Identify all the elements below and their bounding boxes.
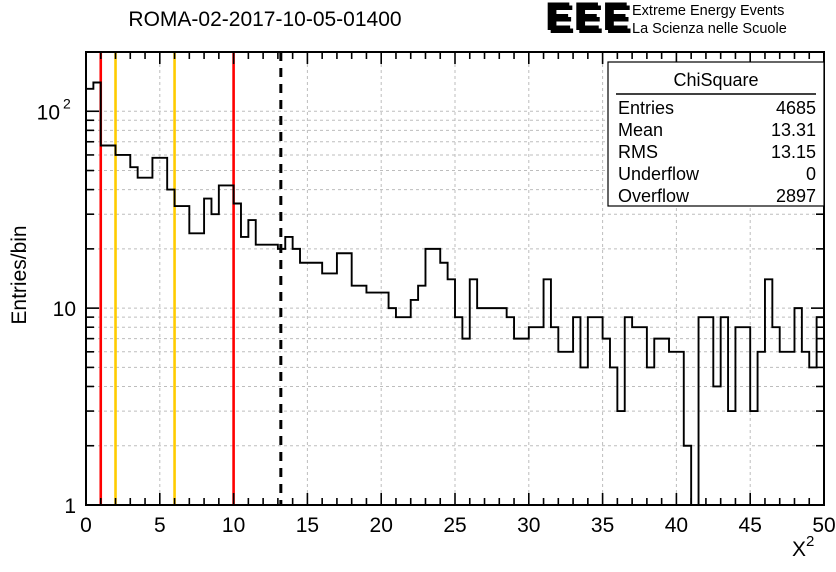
stats-box: ChiSquare Entries 4685 Mean 13.31 RMS 13.15 Un…: [607, 61, 825, 207]
stats-row-name: RMS: [618, 142, 658, 162]
x-tick-label: 15: [296, 514, 319, 537]
page-title: ROMA-02-2017-10-05-01400: [128, 8, 401, 31]
x-tick-label: 10: [222, 514, 245, 537]
stats-row-value: 0: [806, 164, 816, 184]
x-tick-label: 25: [443, 514, 466, 537]
stats-row-name: Underflow: [618, 164, 700, 184]
y-tick-label: 10: [53, 298, 76, 321]
x-axis-ticks: 0 5 10 15 20 25 30 35 40 45 50: [80, 52, 836, 537]
x-tick-label: 50: [812, 514, 835, 537]
x-tick-label: 40: [665, 514, 688, 537]
x-tick-label: 0: [80, 514, 92, 537]
histogram-path: [85, 81, 825, 506]
eee-logo-mark: EEE: [545, 0, 631, 39]
y-tick-label-exponent: 2: [63, 95, 71, 111]
x-axis-label: X 2: [792, 533, 814, 561]
histogram-outline: [85, 81, 825, 506]
stats-row-value: 13.31: [771, 120, 816, 140]
x-tick-label: 5: [154, 514, 166, 537]
x-axis-label-exponent: 2: [806, 533, 814, 550]
eee-logo-line2: La Scienza nelle Scuole: [632, 21, 787, 37]
y-tick-label: 10: [37, 101, 60, 124]
eee-logo-line1: Extreme Energy Events: [632, 3, 784, 19]
stats-row-value: 2897: [776, 186, 816, 206]
stats-row-value: 4685: [776, 98, 816, 118]
stats-box-rows: Entries 4685 Mean 13.31 RMS 13.15 Underflow 0 Ov…: [618, 98, 816, 206]
y-tick-label: 1: [64, 495, 76, 518]
stats-row-name: Mean: [618, 120, 663, 140]
x-axis-label-base: X: [792, 538, 806, 561]
stats-row-value: 13.15: [771, 142, 816, 162]
stats-row-name: Entries: [618, 98, 674, 118]
y-axis-label: Entries/bin: [8, 225, 31, 324]
stats-box-title: ChiSquare: [673, 70, 758, 90]
eee-logo: EEE EEE Extreme Energy Events La Scienza…: [545, 0, 787, 42]
stats-row-name: Overflow: [618, 186, 690, 206]
x-tick-label: 45: [739, 514, 762, 537]
x-tick-label: 35: [591, 514, 614, 537]
x-tick-label: 30: [517, 514, 540, 537]
stats-box-frame: [607, 61, 825, 207]
x-tick-label: 20: [370, 514, 393, 537]
eee-logo-shadow: EEE: [548, 0, 634, 42]
